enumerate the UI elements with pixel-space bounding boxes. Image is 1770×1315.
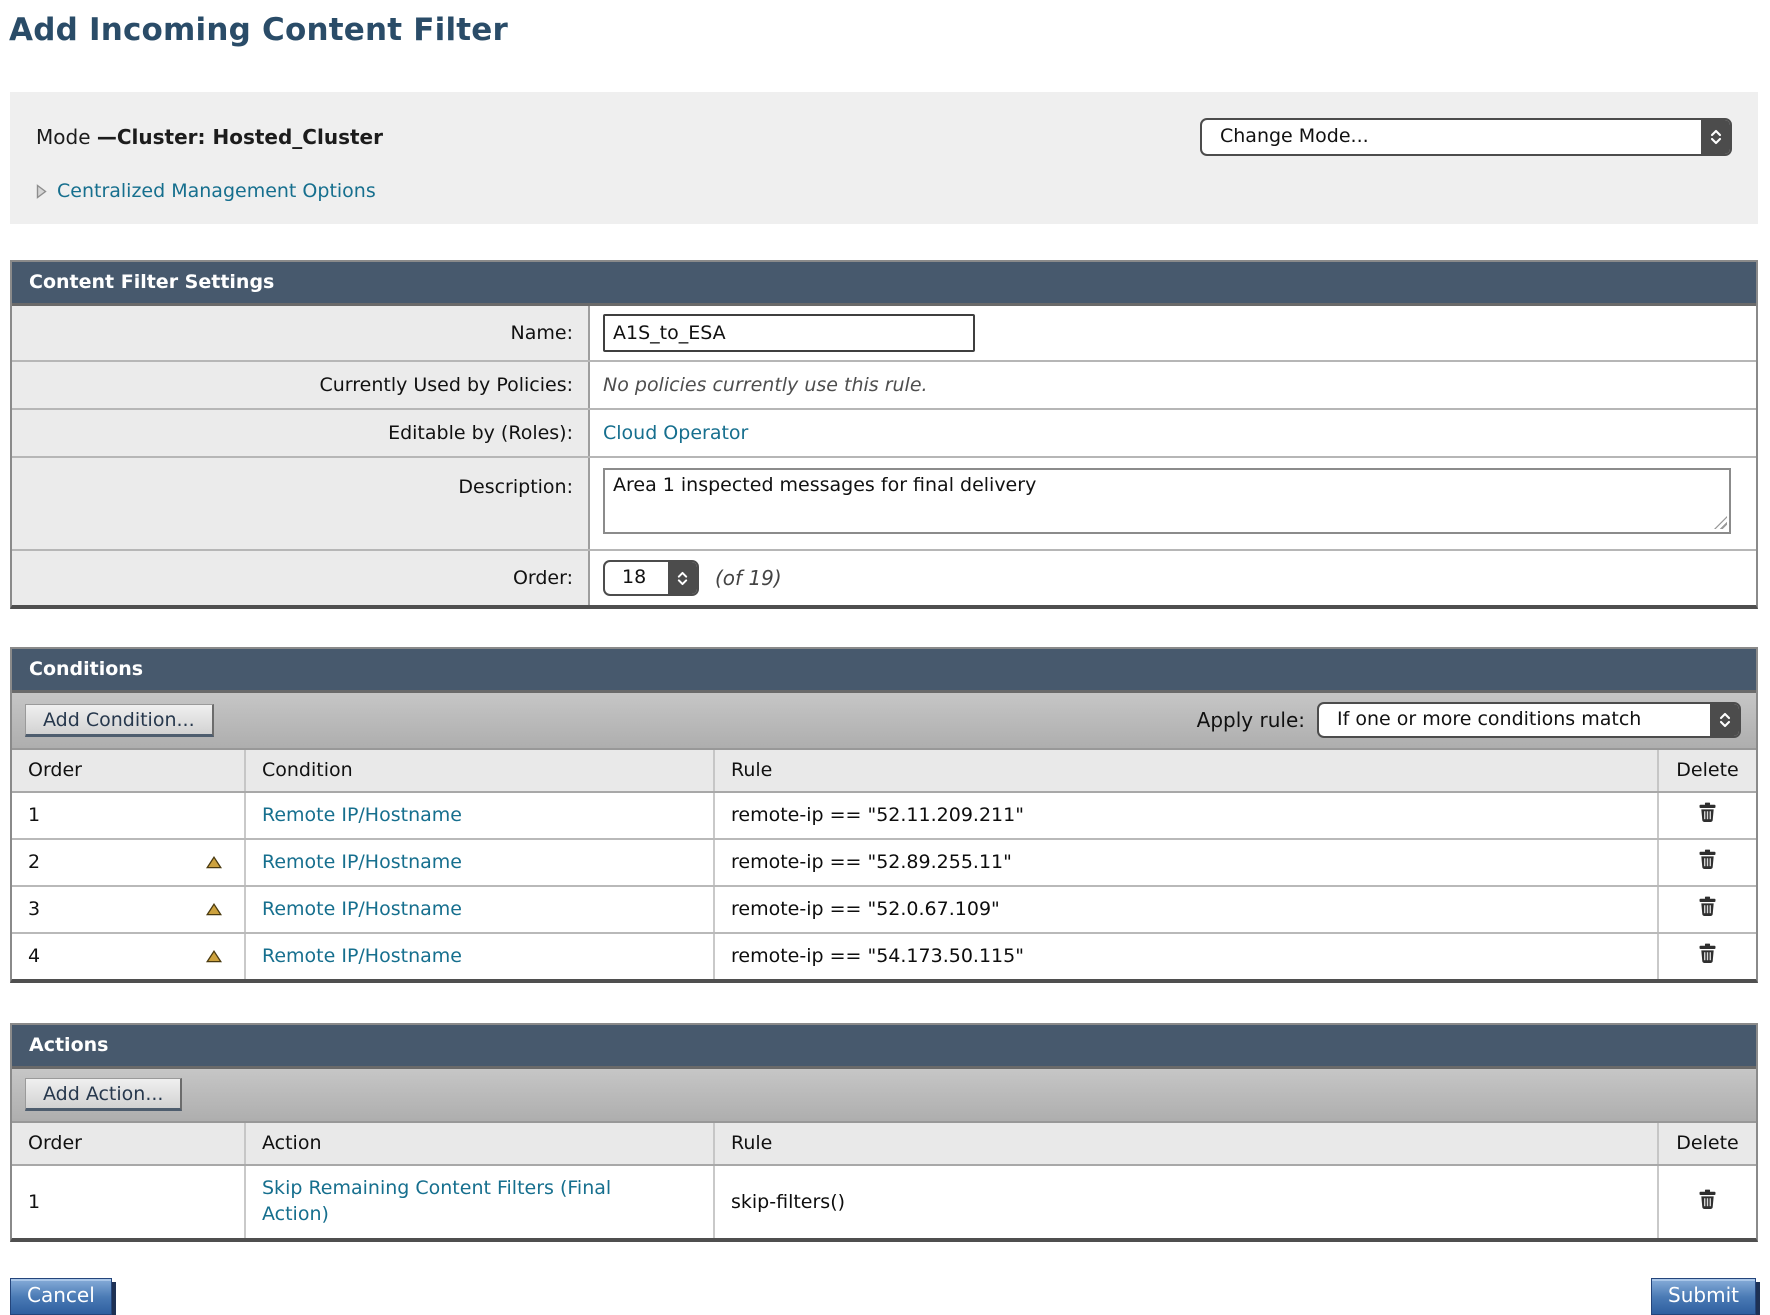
trash-icon <box>1698 943 1717 967</box>
order-label: Order: <box>12 550 590 605</box>
description-textarea[interactable]: Area 1 inspected messages for final deli… <box>603 468 1731 534</box>
settings-row-order: Order: 18 (of 19) <box>12 550 1756 605</box>
description-label: Description: <box>12 457 590 551</box>
order-select[interactable]: 18 <box>603 560 699 596</box>
delete-condition-button[interactable] <box>1698 943 1717 964</box>
condition-order: 1 <box>28 804 41 826</box>
settings-row-name: Name: <box>12 306 1756 362</box>
conditions-table: Order Condition Rule Delete 1 Remote IP/… <box>12 750 1756 979</box>
condition-order: 2 <box>28 851 41 873</box>
move-up-button[interactable] <box>205 855 223 872</box>
condition-rule: remote-ip == "52.0.67.109" <box>731 898 1000 920</box>
apply-rule-label: Apply rule: <box>1196 708 1305 732</box>
conditions-header-row: Order Condition Rule Delete <box>12 750 1756 793</box>
move-up-button[interactable] <box>205 949 223 966</box>
actions-section: Actions Add Action... Order Action Rule … <box>10 1023 1758 1243</box>
condition-link[interactable]: Remote IP/Hostname <box>262 851 462 873</box>
trash-icon <box>1698 849 1717 873</box>
conditions-header: Conditions <box>12 649 1756 693</box>
trash-icon <box>1698 896 1717 920</box>
apply-rule-select[interactable]: If one or more conditions match <box>1317 702 1741 738</box>
col-delete: Delete <box>1658 750 1756 793</box>
mode-panel: Mode —Cluster: Hosted_Cluster Change Mod… <box>10 92 1758 224</box>
delete-condition-button[interactable] <box>1698 849 1717 870</box>
triangle-up-icon <box>205 855 223 872</box>
submit-button[interactable]: Submit <box>1651 1278 1756 1315</box>
condition-rule: remote-ip == "54.173.50.115" <box>731 945 1024 967</box>
condition-row: 3 Remote IP/Hostname remote-ip == "52.0.… <box>12 886 1756 934</box>
settings-row-description: Description: Area 1 inspected messages f… <box>12 457 1756 551</box>
change-mode-select[interactable]: Change Mode... <box>1200 118 1732 156</box>
delete-condition-button[interactable] <box>1698 896 1717 917</box>
action-order: 1 <box>28 1191 41 1214</box>
actions-header: Actions <box>12 1025 1756 1069</box>
mode-text: Mode —Cluster: Hosted_Cluster <box>36 125 383 149</box>
select-spinner-icon <box>668 562 697 594</box>
cluster-name: —Cluster: Hosted_Cluster <box>96 125 383 149</box>
roles-value-link[interactable]: Cloud Operator <box>603 422 749 444</box>
settings-row-roles: Editable by (Roles): Cloud Operator <box>12 409 1756 458</box>
condition-order: 3 <box>28 898 41 920</box>
condition-row: 4 Remote IP/Hostname remote-ip == "54.17… <box>12 933 1756 979</box>
name-input[interactable] <box>603 314 975 352</box>
condition-link[interactable]: Remote IP/Hostname <box>262 898 462 920</box>
content-filter-settings-section: Content Filter Settings Name: Currently … <box>10 260 1758 609</box>
mode-row: Mode —Cluster: Hosted_Cluster Change Mod… <box>36 118 1732 156</box>
col-order: Order <box>12 750 246 793</box>
select-spinner-icon <box>1701 120 1730 154</box>
name-label: Name: <box>12 306 590 362</box>
settings-row-policies: Currently Used by Policies: No policies … <box>12 361 1756 410</box>
col-rule: Rule <box>714 750 1659 793</box>
conditions-toolbar: Add Condition... Apply rule: If one or m… <box>12 693 1756 750</box>
action-row: 1 Skip Remaining Content Filters (Final … <box>12 1165 1756 1239</box>
select-spinner-icon <box>1710 704 1739 736</box>
apply-rule-select-value: If one or more conditions match <box>1337 708 1642 730</box>
change-mode-select-value: Change Mode... <box>1220 125 1369 147</box>
move-up-button[interactable] <box>205 902 223 919</box>
page-title: Add Incoming Content Filter <box>9 12 509 48</box>
settings-table: Name: Currently Used by Policies: No pol… <box>12 306 1756 605</box>
centralized-management-row: Centralized Management Options <box>36 180 1732 202</box>
triangle-up-icon <box>205 949 223 966</box>
col-action: Action <box>245 1123 715 1166</box>
col-order: Order <box>12 1123 246 1166</box>
col-delete: Delete <box>1658 1123 1756 1166</box>
delete-action-button[interactable] <box>1698 1189 1717 1210</box>
policies-label: Currently Used by Policies: <box>12 361 590 410</box>
condition-rule: remote-ip == "52.89.255.11" <box>731 851 1012 873</box>
action-rule: skip-filters() <box>731 1190 846 1213</box>
action-link[interactable]: Skip Remaining Content Filters (Final Ac… <box>262 1177 612 1225</box>
mode-label: Mode <box>36 125 91 149</box>
condition-link[interactable]: Remote IP/Hostname <box>262 945 462 967</box>
content-filter-settings-header: Content Filter Settings <box>12 262 1756 306</box>
disclosure-triangle-icon[interactable] <box>36 183 47 199</box>
delete-condition-button[interactable] <box>1698 802 1717 823</box>
conditions-section: Conditions Add Condition... Apply rule: … <box>10 647 1758 983</box>
cancel-button[interactable]: Cancel <box>10 1278 112 1315</box>
apply-rule-group: Apply rule: If one or more conditions ma… <box>1197 702 1741 738</box>
trash-icon <box>1698 1189 1717 1213</box>
policies-value: No policies currently use this rule. <box>603 374 928 396</box>
trash-icon <box>1698 802 1717 826</box>
condition-row: 2 Remote IP/Hostname remote-ip == "52.89… <box>12 839 1756 887</box>
add-condition-button[interactable]: Add Condition... <box>25 703 214 737</box>
centralized-management-options-link[interactable]: Centralized Management Options <box>57 180 376 202</box>
condition-row: 1 Remote IP/Hostname remote-ip == "52.11… <box>12 792 1756 840</box>
col-condition: Condition <box>245 750 715 793</box>
condition-link[interactable]: Remote IP/Hostname <box>262 804 462 826</box>
footer-bar: Cancel Submit <box>10 1278 1756 1315</box>
triangle-up-icon <box>205 902 223 919</box>
order-select-value: 18 <box>622 566 647 588</box>
description-textarea-wrap: Area 1 inspected messages for final deli… <box>603 468 1731 534</box>
actions-table: Order Action Rule Delete 1 Skip Remainin… <box>12 1123 1756 1239</box>
actions-toolbar: Add Action... <box>12 1069 1756 1123</box>
actions-header-row: Order Action Rule Delete <box>12 1123 1756 1166</box>
roles-label: Editable by (Roles): <box>12 409 590 458</box>
col-rule: Rule <box>714 1123 1659 1166</box>
order-total-note: (of 19) <box>715 566 782 590</box>
condition-order: 4 <box>28 945 41 967</box>
condition-rule: remote-ip == "52.11.209.211" <box>731 804 1024 826</box>
add-action-button[interactable]: Add Action... <box>25 1078 183 1111</box>
